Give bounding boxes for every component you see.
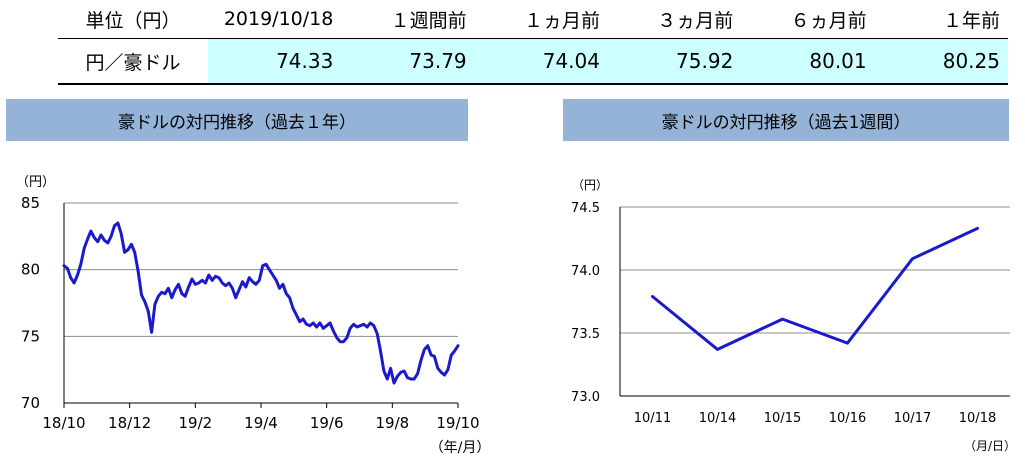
y-tick-label: 74.0 bbox=[571, 264, 600, 279]
value-3-months-ago: 75.92 bbox=[607, 38, 742, 85]
value-1-year-ago: 80.25 bbox=[874, 38, 1008, 85]
series-line bbox=[651, 226, 979, 351]
y-tick-label: 74.5 bbox=[571, 201, 600, 216]
chart-title-1-year: 豪ドルの対円推移（過去１年） bbox=[6, 99, 468, 141]
y-tick-label: 75 bbox=[21, 327, 40, 345]
value-6-months-ago: 80.01 bbox=[741, 38, 875, 85]
x-tick-label: 19/10 bbox=[436, 414, 479, 432]
header-1-month-ago: １ヵ月前 bbox=[474, 0, 608, 39]
table-row: 円／豪ドル 74.33 73.79 74.04 75.92 80.01 80.2… bbox=[58, 38, 1008, 85]
x-unit-label-1-year: （年/月） bbox=[430, 440, 491, 456]
table-header-row: 単位（円） 2019/10/18 １週間前 １ヵ月前 ３ヵ月前 ６ヵ月前 １年前 bbox=[58, 0, 1008, 39]
x-tick-label: 10/17 bbox=[894, 411, 931, 426]
x-tick-label: 10/14 bbox=[699, 411, 736, 426]
x-tick-label: 18/12 bbox=[108, 414, 151, 432]
x-tick-label: 10/11 bbox=[634, 411, 671, 426]
y-tick-label: 80 bbox=[21, 261, 40, 279]
x-tick-label: 19/8 bbox=[375, 414, 409, 432]
y-unit-label-1-week: （円） bbox=[572, 178, 608, 192]
rate-summary-table: 単位（円） 2019/10/18 １週間前 １ヵ月前 ３ヵ月前 ６ヵ月前 １年前… bbox=[58, 0, 1008, 85]
header-current-date: 2019/10/18 bbox=[208, 0, 342, 39]
y-tick-label: 73.0 bbox=[571, 390, 600, 405]
chart-1-week: （円） （月/日） 73.0 73.5 74.0 74.5 10/11 10/14 10/1… bbox=[571, 178, 1016, 453]
x-tick-label: 10/18 bbox=[959, 411, 996, 426]
header-1-week-ago: １週間前 bbox=[341, 0, 475, 39]
header-unit: 単位（円） bbox=[58, 0, 208, 39]
chart-title-1-week: 豪ドルの対円推移（過去1週間） bbox=[563, 99, 1009, 141]
x-tick-label: 18/10 bbox=[42, 414, 85, 432]
x-tick-label: 19/4 bbox=[244, 414, 278, 432]
x-unit-label-1-week: （月/日） bbox=[964, 439, 1016, 453]
y-unit-label-1-year: （円） bbox=[16, 175, 55, 190]
y-tick-label: 85 bbox=[21, 194, 40, 212]
header-3-months-ago: ３ヵ月前 bbox=[607, 0, 742, 39]
value-current: 74.33 bbox=[208, 38, 342, 85]
header-6-months-ago: ６ヵ月前 bbox=[741, 0, 875, 39]
x-tick-label: 10/16 bbox=[829, 411, 866, 426]
value-1-week-ago: 73.79 bbox=[341, 38, 475, 85]
header-1-year-ago: １年前 bbox=[874, 0, 1008, 39]
row-label-jpy-aud: 円／豪ドル bbox=[58, 38, 208, 85]
chart-1-year: （円） （年/月） 70 75 80 85 18/10 18/12 19/2 19/4 19/6… bbox=[16, 175, 490, 456]
series-line bbox=[62, 221, 460, 385]
x-tick-label: 19/6 bbox=[310, 414, 344, 432]
x-tick-label: 10/15 bbox=[764, 411, 801, 426]
y-tick-label: 73.5 bbox=[571, 327, 600, 342]
value-1-month-ago: 74.04 bbox=[474, 38, 608, 85]
x-tick-label: 19/2 bbox=[178, 414, 212, 432]
y-tick-label: 70 bbox=[21, 394, 40, 412]
